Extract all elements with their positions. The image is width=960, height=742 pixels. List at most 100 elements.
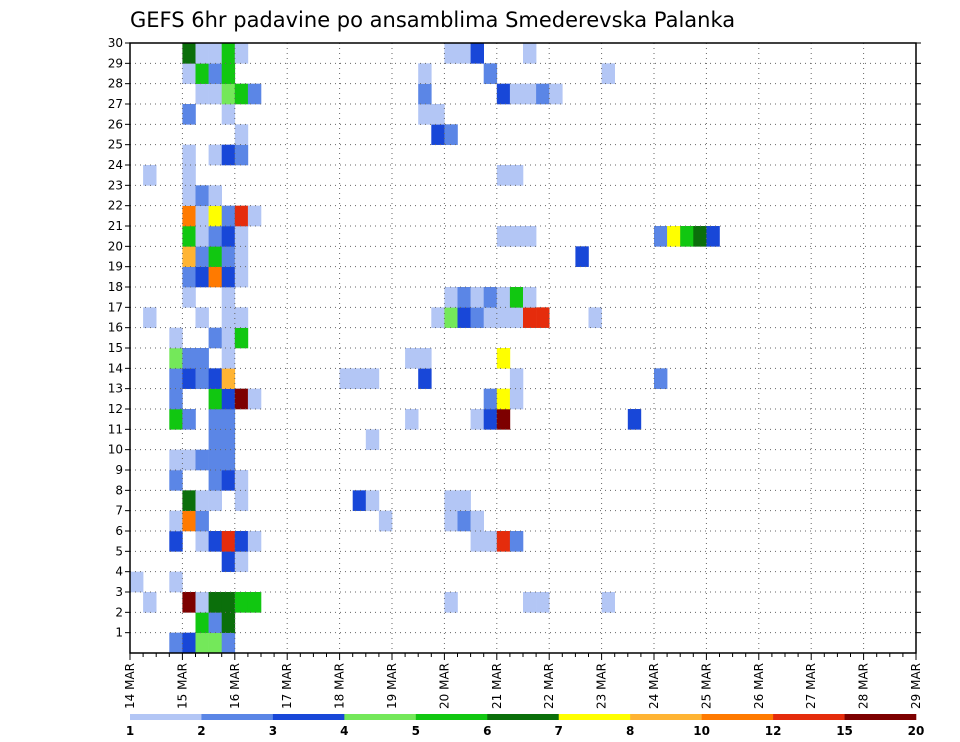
heatmap-cell	[130, 571, 144, 593]
heatmap-cell	[509, 287, 524, 308]
y-tick-label: 3	[115, 585, 123, 599]
colorbar-label: 10	[693, 724, 710, 738]
heatmap-cell	[352, 368, 367, 389]
heatmap-cell	[234, 551, 249, 572]
heatmap-cell	[195, 490, 209, 511]
x-tick-label: 28 MAR	[857, 663, 871, 709]
heatmap-cell	[208, 490, 222, 511]
colorbar-label: 3	[269, 724, 277, 738]
heatmap-cell	[431, 307, 445, 328]
heatmap-cell	[496, 226, 511, 247]
heatmap-cell	[667, 226, 681, 247]
heatmap-cell	[182, 632, 196, 654]
heatmap-cell	[169, 510, 183, 532]
heatmap-cell	[483, 307, 498, 328]
heatmap-cell	[496, 388, 511, 410]
heatmap-cell	[509, 307, 524, 328]
heatmap-cell	[496, 409, 511, 430]
heatmap-cell	[483, 388, 498, 410]
heatmap-cell	[234, 144, 249, 166]
colorbar-swatch	[487, 714, 560, 720]
heatmap-cell	[221, 327, 236, 349]
heatmap-cell	[509, 388, 524, 410]
heatmap-cell	[405, 348, 419, 369]
heatmap-cell	[195, 592, 209, 613]
heatmap-cell	[208, 226, 222, 247]
heatmap-cell	[457, 287, 471, 308]
y-tick-label: 10	[108, 443, 123, 457]
heatmap-cell	[470, 307, 484, 328]
heatmap-cell	[247, 531, 262, 552]
colorbar: 1 2 3 4 5 6 7 8 10 12 15 20	[126, 714, 924, 738]
heatmap-cell	[431, 124, 445, 145]
heatmap-cell	[169, 632, 183, 654]
heatmap-cell	[208, 63, 222, 84]
heatmap-cell	[182, 510, 196, 532]
x-tick-label: 22 MAR	[542, 663, 556, 709]
heatmap-cell	[195, 63, 209, 84]
heatmap-cell	[234, 266, 249, 288]
heatmap-cell	[601, 592, 615, 613]
heatmap-cell	[208, 429, 222, 450]
heatmap-cell	[221, 470, 236, 491]
heatmap-cell	[444, 490, 458, 511]
heatmap-cell	[169, 388, 183, 410]
heatmap-cell	[457, 510, 471, 532]
y-tick-label: 4	[115, 565, 123, 579]
heatmap-cell	[221, 551, 236, 572]
heatmap-cell	[221, 612, 236, 633]
heatmap-cell	[208, 144, 222, 166]
y-tick-label: 30	[108, 36, 123, 50]
heatmap-cell	[221, 43, 236, 64]
colorbar-label: 2	[197, 724, 205, 738]
heatmap-cell	[169, 327, 183, 349]
heatmap-cell	[143, 592, 157, 613]
heatmap-cell	[182, 348, 196, 369]
heatmap-cell	[536, 307, 550, 328]
colorbar-label: 5	[412, 724, 420, 738]
heatmap-cell	[195, 246, 209, 267]
heatmap-cell	[195, 632, 209, 654]
y-tick-label: 16	[108, 321, 123, 335]
heatmap-cell	[195, 185, 209, 206]
colorbar-label: 7	[555, 724, 563, 738]
y-tick-label: 18	[108, 280, 123, 294]
y-tick-label: 17	[108, 300, 123, 314]
heatmap-cells	[130, 43, 720, 654]
heatmap-cell	[221, 632, 236, 654]
heatmap-cell	[627, 409, 642, 430]
heatmap-cell	[234, 226, 249, 247]
heatmap-cell	[208, 632, 222, 654]
heatmap-cell	[444, 43, 458, 64]
heatmap-cell	[221, 429, 236, 450]
colorbar-label: 12	[765, 724, 782, 738]
heatmap-cell	[169, 368, 183, 389]
heatmap-cell	[496, 307, 511, 328]
colorbar-swatch	[773, 714, 845, 720]
heatmap-cell	[444, 124, 458, 145]
heatmap-cell	[234, 124, 249, 145]
chart-title: GEFS 6hr padavine po ansamblima Smederev…	[130, 8, 735, 32]
heatmap-cell	[182, 185, 196, 206]
heatmap-cell	[496, 348, 511, 369]
heatmap-cell	[247, 592, 262, 613]
colorbar-swatch	[415, 714, 488, 720]
heatmap-cell	[509, 165, 524, 186]
heatmap-cell	[418, 83, 432, 105]
heatmap-cell	[470, 409, 484, 430]
heatmap-cell	[234, 307, 249, 328]
heatmap-cell	[208, 205, 222, 227]
heatmap-cell	[470, 531, 484, 552]
colorbar-swatch	[701, 714, 774, 720]
heatmap-cell	[693, 226, 707, 247]
x-tick-label: 27 MAR	[804, 663, 818, 709]
heatmap-cell	[195, 266, 209, 288]
heatmap-cell	[221, 307, 236, 328]
heatmap-cell	[509, 226, 524, 247]
heatmap-cell	[169, 470, 183, 491]
heatmap-cell	[706, 226, 720, 247]
heatmap-cell	[234, 388, 249, 410]
heatmap-cell	[221, 226, 236, 247]
colorbar-label: 6	[483, 724, 491, 738]
heatmap-cell	[208, 83, 222, 105]
